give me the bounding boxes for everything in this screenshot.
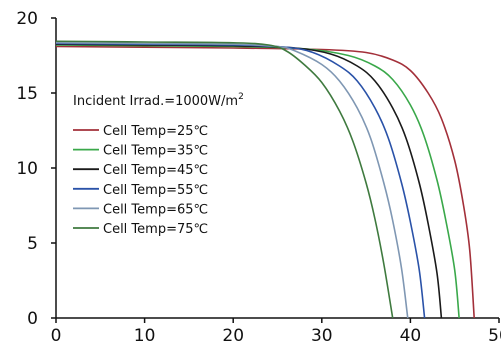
y-tick-label: 5 (27, 234, 38, 254)
series-line-2 (55, 44, 460, 319)
x-tick-label: 20 (222, 326, 244, 345)
y-tick-label: 15 (16, 84, 38, 104)
legend-item-4: Cell Temp=55℃ (73, 183, 208, 198)
legend-label: Cell Temp=65℃ (103, 202, 208, 217)
x-tick-label: 40 (400, 326, 422, 345)
x-tick-label: 50 (488, 326, 501, 345)
x-tick-label: 30 (311, 326, 333, 345)
legend-item-5: Cell Temp=65℃ (73, 202, 208, 217)
y-tick-label: 0 (27, 309, 38, 329)
tick-labels: 0 10 20 30 40 50 0 5 10 15 20 (16, 9, 501, 345)
legend-label: Cell Temp=55℃ (103, 183, 208, 198)
irradiance-annotation-superscript: 2 (238, 92, 244, 102)
ticks (51, 17, 500, 323)
series-lines (55, 40, 475, 319)
irradiance-annotation: Incident Irrad.=1000W/m2 (73, 92, 244, 109)
x-tick-label: 10 (134, 326, 156, 345)
legend-label: Cell Temp=25℃ (103, 124, 208, 139)
x-tick-label: 0 (51, 326, 62, 345)
legend: Cell Temp=25℃ Cell Temp=35℃ Cell Temp=45℃ C… (73, 124, 208, 237)
series-line-6 (55, 40, 394, 319)
series-line-1 (55, 45, 475, 319)
y-tick-label: 10 (16, 159, 38, 179)
y-tick-label: 20 (16, 9, 38, 29)
legend-label: Cell Temp=45℃ (103, 163, 208, 178)
legend-item-2: Cell Temp=35℃ (73, 144, 208, 159)
legend-item-1: Cell Temp=25℃ (73, 124, 208, 139)
legend-item-6: Cell Temp=75℃ (73, 222, 208, 237)
legend-item-3: Cell Temp=45℃ (73, 163, 208, 178)
legend-label: Cell Temp=75℃ (103, 222, 208, 237)
legend-label: Cell Temp=35℃ (103, 144, 208, 159)
series-line-4 (55, 42, 426, 319)
series-line-5 (55, 41, 409, 319)
irradiance-annotation-text: Incident Irrad.=1000W/m (73, 94, 238, 109)
